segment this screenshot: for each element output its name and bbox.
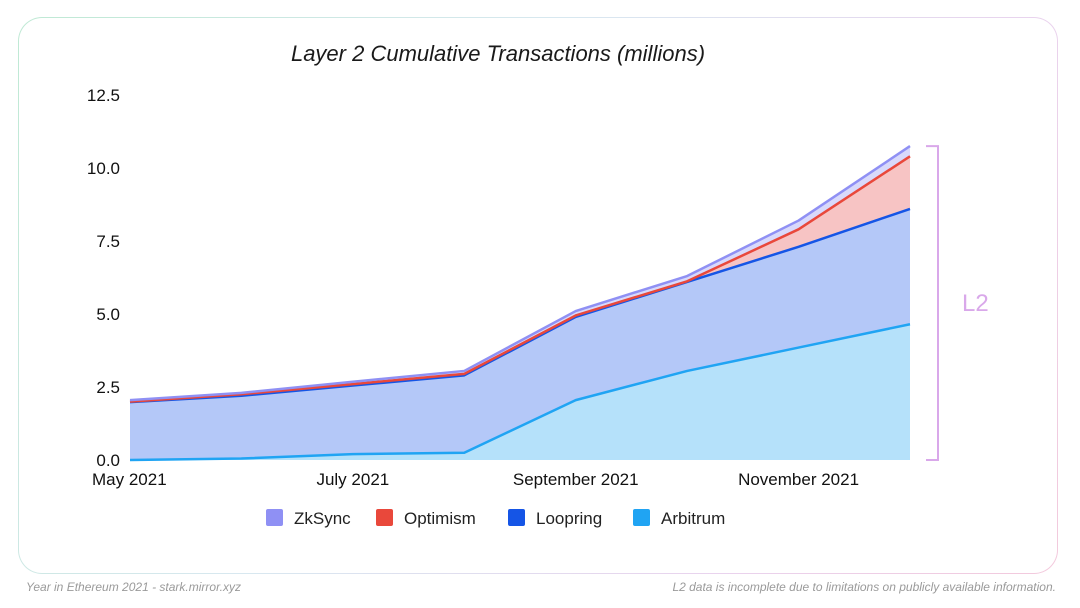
legend-label-arbitrum: Arbitrum bbox=[661, 509, 725, 528]
legend: ZkSync Optimism Loopring Arbitrum bbox=[266, 509, 725, 528]
chart-title: Layer 2 Cumulative Transactions (million… bbox=[291, 41, 705, 66]
bracket-label: L2 bbox=[962, 290, 989, 317]
area-layers bbox=[130, 146, 910, 460]
y-tick-label: 12.5 bbox=[87, 86, 120, 105]
legend-label-zksync: ZkSync bbox=[294, 509, 351, 528]
legend-swatch-arbitrum bbox=[633, 509, 650, 526]
line-arbitrum bbox=[129, 322, 911, 462]
line-zksync bbox=[129, 145, 911, 402]
x-axis: May 2021 July 2021 September 2021 November … bbox=[92, 470, 859, 489]
footer-note: L2 data is incomplete due to limitations… bbox=[672, 580, 1056, 594]
y-tick-label: 7.5 bbox=[96, 232, 120, 251]
legend-swatch-zksync bbox=[266, 509, 283, 526]
legend-label-optimism: Optimism bbox=[404, 509, 476, 528]
area-arbitrum bbox=[130, 324, 910, 460]
legend-label-loopring: Loopring bbox=[536, 509, 602, 528]
series-lines bbox=[129, 145, 911, 462]
x-tick-label: November 2021 bbox=[738, 470, 859, 489]
legend-swatch-optimism bbox=[376, 509, 393, 526]
l2-bracket: L2 bbox=[926, 145, 989, 461]
bracket-line bbox=[926, 145, 939, 461]
x-tick-label: May 2021 bbox=[92, 470, 167, 489]
y-tick-label: 5.0 bbox=[96, 305, 120, 324]
y-axis: 0.0 2.5 5.0 7.5 10.0 12.5 bbox=[87, 86, 120, 470]
x-tick-label: July 2021 bbox=[316, 470, 389, 489]
footer-source: Year in Ethereum 2021 - stark.mirror.xyz bbox=[26, 580, 241, 594]
area-loopring bbox=[130, 208, 910, 460]
y-tick-label: 0.0 bbox=[96, 451, 120, 470]
y-tick-label: 2.5 bbox=[96, 378, 120, 397]
line-loopring bbox=[129, 207, 911, 404]
y-tick-label: 10.0 bbox=[87, 159, 120, 178]
line-optimism bbox=[129, 155, 911, 403]
x-tick-label: September 2021 bbox=[513, 470, 639, 489]
legend-swatch-loopring bbox=[508, 509, 525, 526]
